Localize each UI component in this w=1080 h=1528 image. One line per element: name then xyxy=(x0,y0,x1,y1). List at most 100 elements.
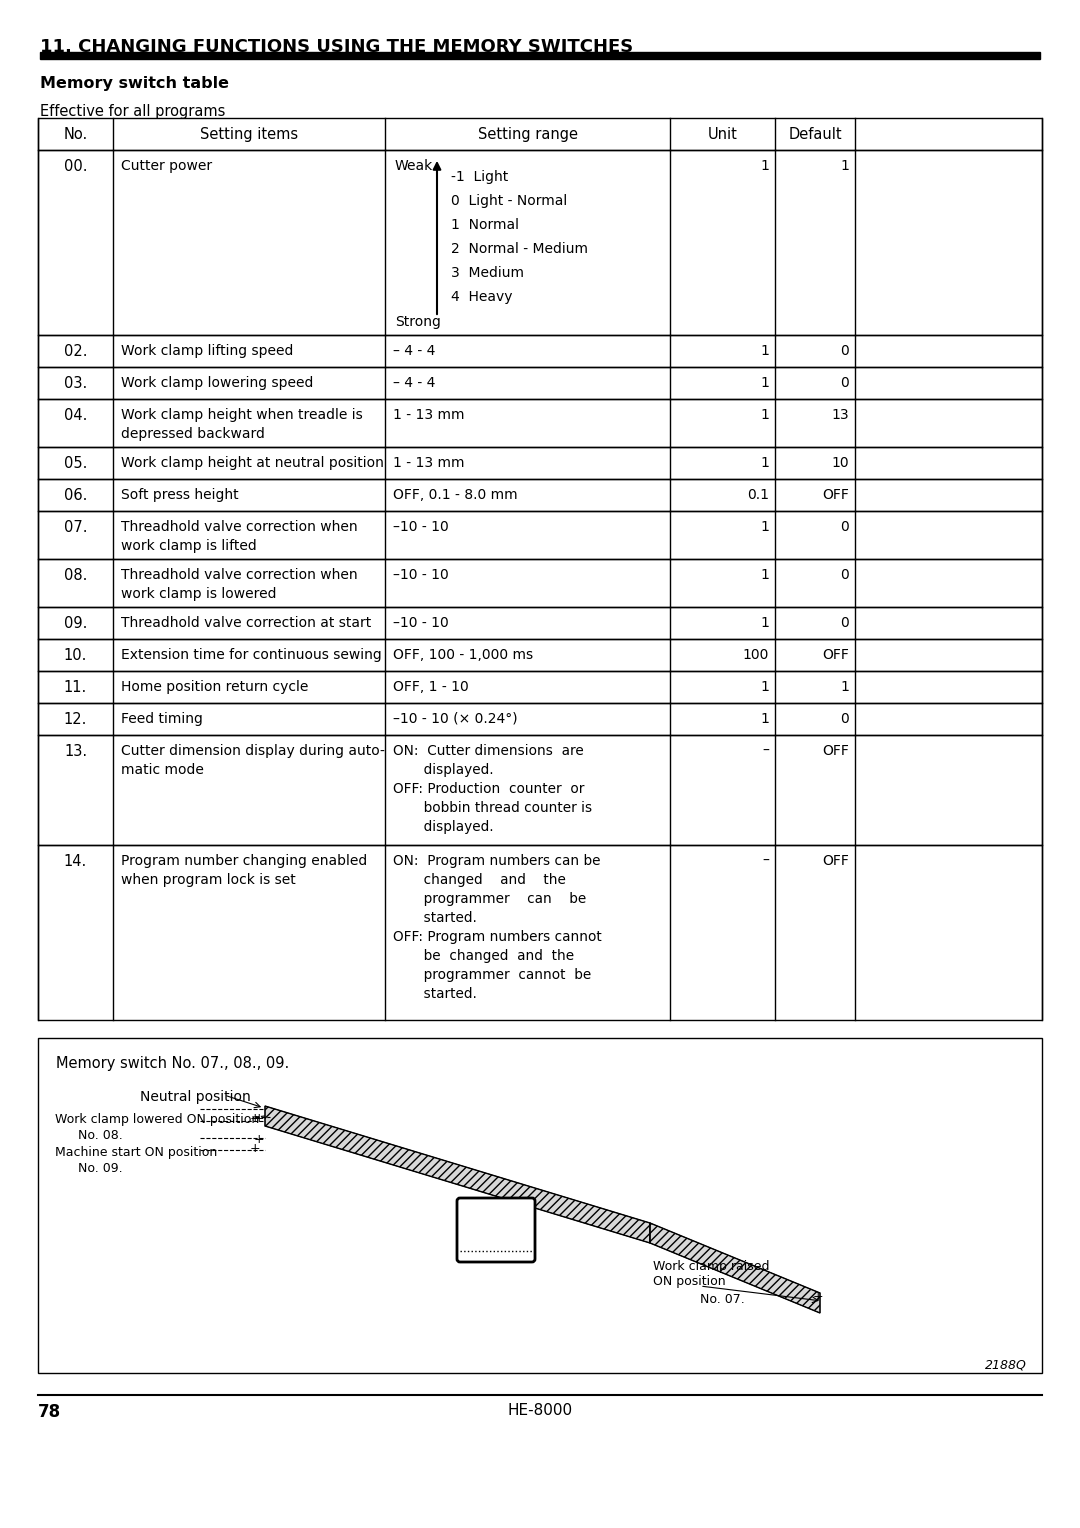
Text: 09.: 09. xyxy=(64,616,87,631)
Text: 11.: 11. xyxy=(64,680,87,695)
Text: OFF: Program numbers cannot: OFF: Program numbers cannot xyxy=(393,931,602,944)
Text: +: + xyxy=(254,1132,265,1146)
Text: Home position return cycle: Home position return cycle xyxy=(121,680,309,694)
Bar xyxy=(38,1038,1042,1374)
Text: Threadhold valve correction at start: Threadhold valve correction at start xyxy=(121,616,372,630)
Text: HE-8000: HE-8000 xyxy=(508,1403,572,1418)
Text: 1: 1 xyxy=(760,455,769,471)
Text: Work clamp lifting speed: Work clamp lifting speed xyxy=(121,344,294,358)
Text: Extension time for continuous sewing: Extension time for continuous sewing xyxy=(121,648,381,662)
Text: matic mode: matic mode xyxy=(121,762,204,778)
FancyBboxPatch shape xyxy=(457,1198,535,1262)
Bar xyxy=(38,150,1042,335)
Text: 10.: 10. xyxy=(64,648,87,663)
Text: 1 - 13 mm: 1 - 13 mm xyxy=(393,408,464,422)
Bar xyxy=(38,478,1042,510)
Text: OFF: Production  counter  or: OFF: Production counter or xyxy=(393,782,584,796)
Text: No. 07.: No. 07. xyxy=(700,1293,745,1306)
Text: 02.: 02. xyxy=(64,344,87,359)
Text: 0: 0 xyxy=(840,376,849,390)
Text: Program number changing enabled: Program number changing enabled xyxy=(121,854,367,868)
Text: started.: started. xyxy=(393,987,477,1001)
Text: 100: 100 xyxy=(743,648,769,662)
Text: 1: 1 xyxy=(760,408,769,422)
Text: Cutter power: Cutter power xyxy=(121,159,212,173)
Text: Work clamp lowering speed: Work clamp lowering speed xyxy=(121,376,313,390)
Text: Work clamp lowered ON position: Work clamp lowered ON position xyxy=(55,1112,259,1126)
Text: –10 - 10 (× 0.24°): –10 - 10 (× 0.24°) xyxy=(393,712,517,726)
Text: 0: 0 xyxy=(840,616,849,630)
Text: 1: 1 xyxy=(840,159,849,173)
Text: OFF, 1 - 10: OFF, 1 - 10 xyxy=(393,680,469,694)
Text: Setting items: Setting items xyxy=(200,127,298,142)
Bar xyxy=(38,367,1042,399)
Bar xyxy=(38,335,1042,367)
Text: Unit: Unit xyxy=(707,127,738,142)
Bar xyxy=(38,671,1042,703)
Text: Neutral position: Neutral position xyxy=(139,1089,251,1105)
Text: +: + xyxy=(812,1290,823,1303)
Text: depressed backward: depressed backward xyxy=(121,426,265,442)
Text: 1: 1 xyxy=(760,344,769,358)
Text: 07.: 07. xyxy=(64,520,87,535)
Text: No. 09.: No. 09. xyxy=(78,1161,123,1175)
Bar xyxy=(38,118,1042,150)
Bar xyxy=(38,639,1042,671)
Text: Strong: Strong xyxy=(395,315,441,329)
Text: 0: 0 xyxy=(840,712,849,726)
Text: 0.1: 0.1 xyxy=(747,487,769,503)
Text: Memory switch No. 07., 08., 09.: Memory switch No. 07., 08., 09. xyxy=(56,1056,289,1071)
Text: 3  Medium: 3 Medium xyxy=(451,266,524,280)
Text: 0: 0 xyxy=(840,520,849,533)
Text: 1: 1 xyxy=(760,376,769,390)
Text: 0: 0 xyxy=(840,568,849,582)
Text: 2  Normal - Medium: 2 Normal - Medium xyxy=(451,241,588,257)
Text: bobbin thread counter is: bobbin thread counter is xyxy=(393,801,592,814)
Text: Soft press height: Soft press height xyxy=(121,487,239,503)
Text: –10 - 10: –10 - 10 xyxy=(393,568,449,582)
Bar xyxy=(38,607,1042,639)
Bar xyxy=(38,703,1042,735)
Text: Threadhold valve correction when: Threadhold valve correction when xyxy=(121,568,357,582)
Text: displayed.: displayed. xyxy=(393,762,494,778)
Bar xyxy=(38,735,1042,845)
Polygon shape xyxy=(265,1106,650,1242)
Text: Threadhold valve correction when: Threadhold valve correction when xyxy=(121,520,357,533)
Text: O: O xyxy=(487,1213,504,1233)
Text: +: + xyxy=(254,1112,265,1125)
Text: changed    and    the: changed and the xyxy=(393,872,566,886)
Text: 08.: 08. xyxy=(64,568,87,584)
Text: 11. CHANGING FUNCTIONS USING THE MEMORY SWITCHES: 11. CHANGING FUNCTIONS USING THE MEMORY … xyxy=(40,38,633,57)
Text: Weak: Weak xyxy=(395,159,433,173)
Text: programmer  cannot  be: programmer cannot be xyxy=(393,969,591,983)
Text: -1  Light: -1 Light xyxy=(451,170,509,183)
Text: Feed timing: Feed timing xyxy=(121,712,203,726)
Text: 14.: 14. xyxy=(64,854,87,869)
Text: 1: 1 xyxy=(760,159,769,173)
Bar xyxy=(38,510,1042,559)
Text: started.: started. xyxy=(393,911,477,924)
Text: 1: 1 xyxy=(760,680,769,694)
Text: 78: 78 xyxy=(38,1403,62,1421)
Text: Work clamp height when treadle is: Work clamp height when treadle is xyxy=(121,408,363,422)
Text: work clamp is lifted: work clamp is lifted xyxy=(121,539,257,553)
Text: ON:  Program numbers can be: ON: Program numbers can be xyxy=(393,854,600,868)
Text: +: + xyxy=(249,1141,260,1155)
Text: ON position: ON position xyxy=(653,1274,726,1288)
Text: –10 - 10: –10 - 10 xyxy=(393,616,449,630)
Text: 00.: 00. xyxy=(64,159,87,174)
Text: OFF, 100 - 1,000 ms: OFF, 100 - 1,000 ms xyxy=(393,648,534,662)
Text: 0  Light - Normal: 0 Light - Normal xyxy=(451,194,567,208)
Text: +: + xyxy=(249,1112,260,1125)
Text: 1  Normal: 1 Normal xyxy=(451,219,519,232)
Text: 0: 0 xyxy=(840,344,849,358)
Text: 13.: 13. xyxy=(64,744,87,759)
Text: OFF, 0.1 - 8.0 mm: OFF, 0.1 - 8.0 mm xyxy=(393,487,517,503)
Text: Effective for all programs: Effective for all programs xyxy=(40,104,226,119)
Text: when program lock is set: when program lock is set xyxy=(121,872,296,886)
Bar xyxy=(40,52,1040,60)
Polygon shape xyxy=(650,1222,820,1313)
Text: 1: 1 xyxy=(760,712,769,726)
Text: –: – xyxy=(762,854,769,868)
Text: No.: No. xyxy=(64,127,87,142)
